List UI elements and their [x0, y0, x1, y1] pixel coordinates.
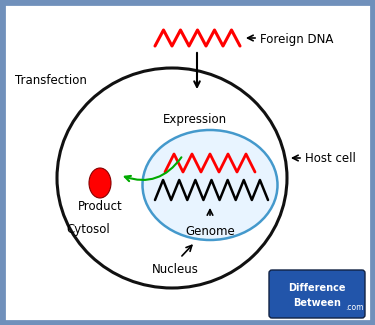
- Text: Nucleus: Nucleus: [152, 263, 198, 276]
- FancyArrowPatch shape: [125, 157, 182, 181]
- Text: Product: Product: [78, 201, 122, 214]
- Ellipse shape: [142, 130, 278, 240]
- Text: .com: .com: [345, 304, 363, 313]
- Text: Cytosol: Cytosol: [66, 224, 110, 237]
- Ellipse shape: [57, 68, 287, 288]
- Ellipse shape: [89, 168, 111, 198]
- Text: Difference: Difference: [288, 283, 346, 293]
- Text: Transfection: Transfection: [15, 73, 87, 86]
- Text: Host cell: Host cell: [305, 151, 356, 164]
- Text: Genome: Genome: [185, 225, 235, 238]
- FancyBboxPatch shape: [4, 4, 371, 321]
- Text: Between: Between: [293, 298, 341, 308]
- Text: Expression: Expression: [163, 113, 227, 126]
- Text: Foreign DNA: Foreign DNA: [260, 32, 333, 46]
- FancyBboxPatch shape: [269, 270, 365, 318]
